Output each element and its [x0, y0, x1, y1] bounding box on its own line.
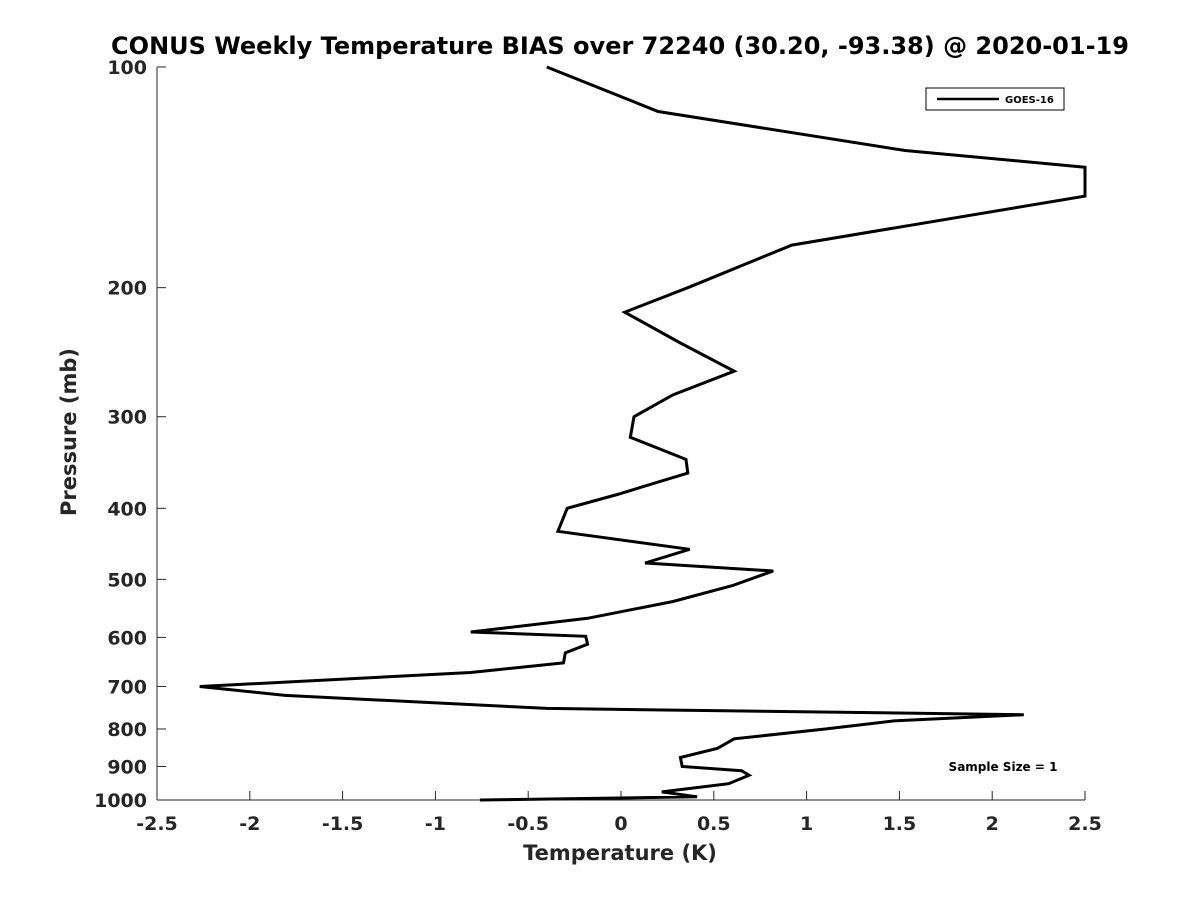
series-layer	[199, 65, 1087, 802]
x-tick-label: 1	[800, 813, 813, 835]
x-axis-label: Temperature (K)	[523, 841, 717, 865]
x-tick-label: 1.5	[883, 813, 917, 835]
x-tick-label: -2	[239, 813, 260, 835]
x-tick-label: 0	[614, 813, 627, 835]
y-tick-label: 300	[107, 407, 147, 429]
axes: -2.5 -2 -1.5 -1 -0.5 0 0.5 1 1.5 2 2.5 100 200 300 400…	[94, 57, 1102, 835]
y-tick-label: 100	[107, 57, 147, 79]
y-axis-label: Pressure (mb)	[57, 348, 81, 516]
legend: GOES-16	[925, 87, 1065, 111]
x-tick-label: -1	[425, 813, 446, 835]
chart-title: CONUS Weekly Temperature BIAS over 72240…	[111, 32, 1129, 60]
y-tick-label: 1000	[94, 790, 147, 812]
y-tick-label: 500	[107, 569, 147, 591]
x-tick-label: 0.5	[697, 813, 731, 835]
x-tick-label: -2.5	[136, 813, 178, 835]
y-tick-label: 200	[107, 278, 147, 300]
y-tick-label: 700	[107, 676, 147, 698]
y-tick-label: 800	[107, 719, 147, 741]
y-tick-label: 600	[107, 627, 147, 649]
x-tick-label: 2.5	[1068, 813, 1102, 835]
y-tick-label: 400	[107, 498, 147, 520]
x-tick-label: 2	[986, 813, 999, 835]
x-tick-label: -1.5	[322, 813, 364, 835]
y-tick-label: 900	[107, 756, 147, 778]
sample-size-annotation: Sample Size = 1	[949, 760, 1058, 774]
series-line-goes-16	[199, 65, 1087, 802]
x-tick-label: -0.5	[507, 813, 549, 835]
legend-entry-label: GOES-16	[1005, 95, 1054, 106]
